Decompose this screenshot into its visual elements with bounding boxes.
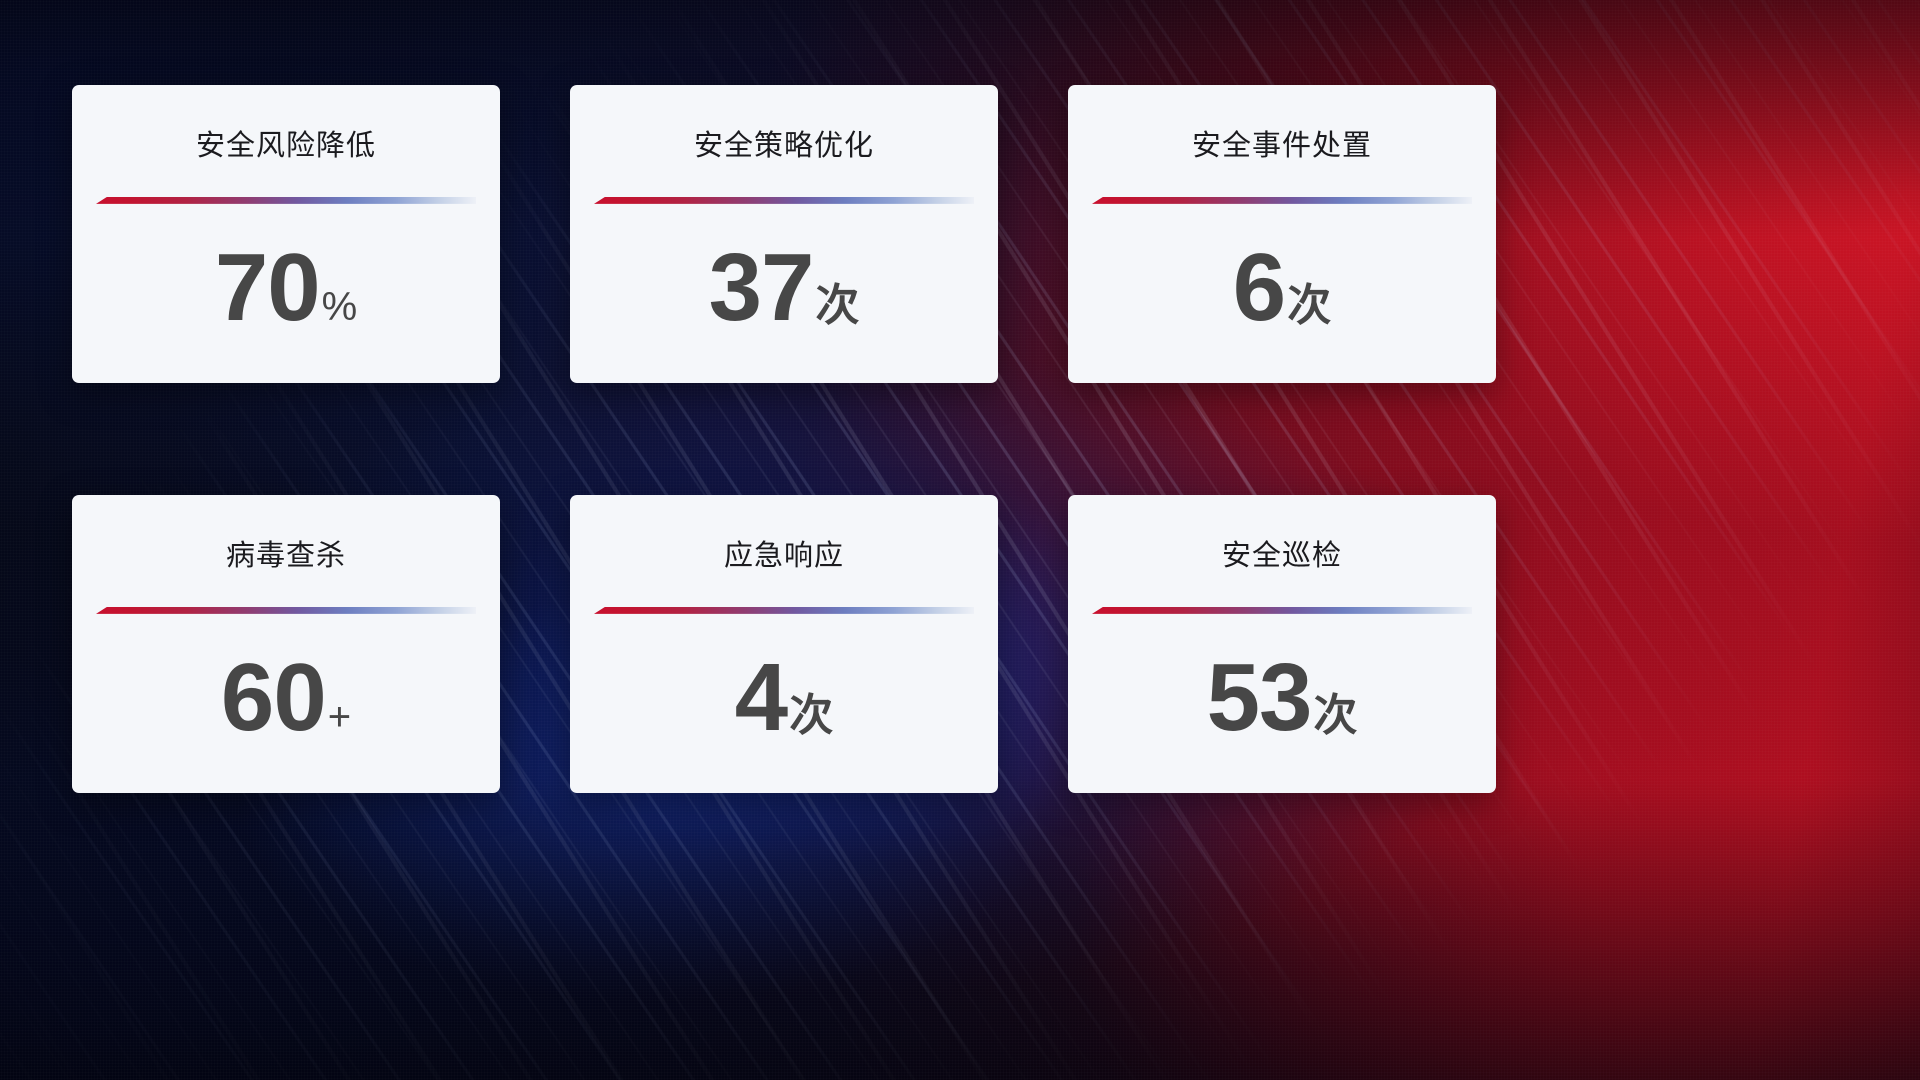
metric-card-value: 70 % [214,233,358,341]
metric-value-suffix: + [327,694,352,739]
metric-value-number: 60 [220,643,327,751]
metric-card-virus-scan-removal[interactable]: 病毒查杀 60 + [72,495,500,793]
metric-card-security-risk-reduction[interactable]: 安全风险降低 70 % [72,85,500,383]
metric-value-suffix: 次 [1287,280,1332,330]
metric-card-security-policy-optimization[interactable]: 安全策略优化 37 次 [570,85,998,383]
metric-card-security-incident-handling[interactable]: 安全事件处置 6 次 [1068,85,1496,383]
metric-card-value: 60 + [220,643,352,751]
metric-card-title: 安全风险降低 [195,130,376,162]
metric-card-value: 4 次 [734,643,834,751]
metric-value-number: 6 [1232,233,1286,341]
metric-card-title: 病毒查杀 [225,540,346,572]
metric-value-suffix: % [321,284,358,329]
metric-card-value: 37 次 [708,233,860,341]
metric-value-number: 4 [734,643,788,751]
metric-card-value: 6 次 [1232,233,1332,341]
metric-card-security-inspection[interactable]: 安全巡检 53 次 [1068,495,1496,793]
metric-value-suffix: 次 [1313,690,1358,740]
metric-card-title: 安全策略优化 [693,130,874,162]
metric-card-emergency-response[interactable]: 应急响应 4 次 [570,495,998,793]
gradient-divider-bar [1092,196,1472,204]
metric-card-title: 安全巡检 [1221,540,1342,572]
metric-card-title: 应急响应 [723,540,844,572]
gradient-divider-bar [96,196,476,204]
metric-value-suffix: 次 [815,280,860,330]
gradient-divider-bar [594,196,974,204]
metric-value-number: 53 [1206,643,1313,751]
metric-value-number: 70 [214,233,321,341]
metric-card-title: 安全事件处置 [1191,130,1372,162]
metric-card-grid: 安全风险降低 70 % 安全策略优化 37 次 安全事件处置 6 次 病毒查 [72,85,1497,793]
gradient-divider-bar [96,606,476,614]
gradient-divider-bar [594,606,974,614]
metric-card-value: 53 次 [1206,643,1358,751]
metric-value-suffix: 次 [789,690,834,740]
gradient-divider-bar [1092,606,1472,614]
metric-value-number: 37 [708,233,815,341]
